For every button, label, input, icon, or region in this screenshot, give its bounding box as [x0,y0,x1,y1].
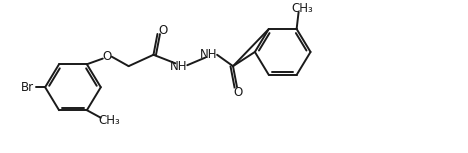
Text: O: O [158,24,168,37]
Text: CH₃: CH₃ [99,114,121,127]
Text: Br: Br [21,81,34,94]
Text: NH: NH [169,60,187,73]
Text: CH₃: CH₃ [292,2,314,15]
Text: O: O [102,50,111,63]
Text: O: O [233,86,242,99]
Text: NH: NH [199,48,217,61]
